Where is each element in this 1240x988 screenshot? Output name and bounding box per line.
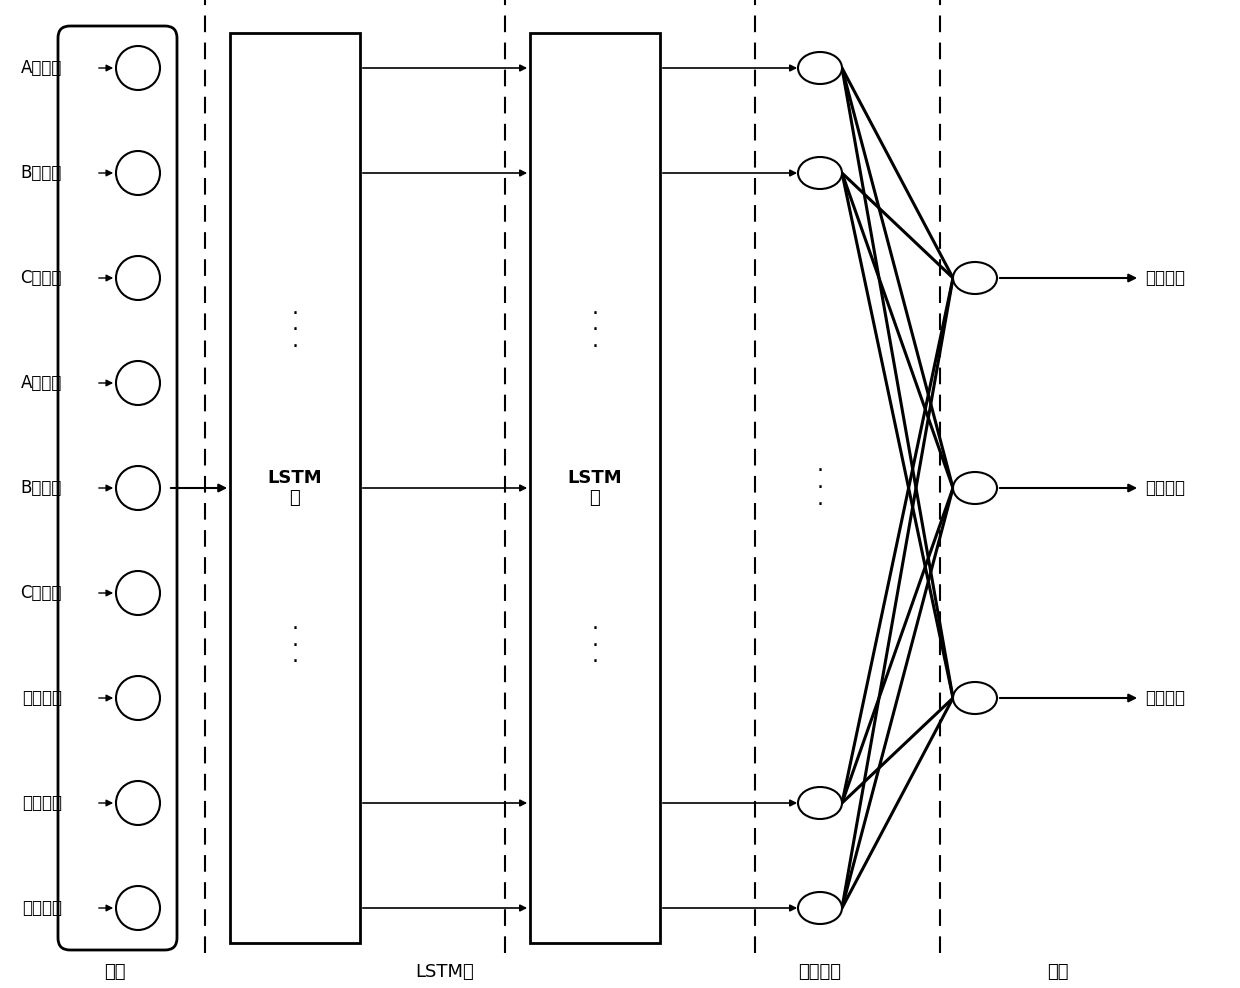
Ellipse shape (954, 262, 997, 294)
Ellipse shape (799, 52, 842, 84)
Text: 转子振动: 转子振动 (1145, 479, 1185, 497)
Text: 励磁电流: 励磁电流 (1145, 269, 1185, 287)
Circle shape (117, 571, 160, 615)
Ellipse shape (954, 472, 997, 504)
Circle shape (117, 46, 160, 90)
Bar (529, 33, 660, 943)
Text: ·
·
·: · · · (591, 618, 599, 672)
Text: 全连接层: 全连接层 (799, 963, 842, 981)
Text: ·
·
·: · · · (291, 303, 299, 358)
FancyBboxPatch shape (58, 26, 177, 950)
Text: 输入: 输入 (104, 963, 125, 981)
Ellipse shape (799, 892, 842, 924)
Circle shape (117, 151, 160, 195)
Text: LSTM
层: LSTM 层 (568, 468, 622, 508)
Text: 定子振动: 定子振动 (1145, 689, 1185, 707)
Ellipse shape (954, 682, 997, 714)
Text: 有功功率: 有功功率 (22, 794, 62, 812)
Circle shape (117, 676, 160, 720)
Text: 输出: 输出 (1047, 963, 1068, 981)
Ellipse shape (799, 157, 842, 189)
Circle shape (117, 886, 160, 930)
Circle shape (117, 256, 160, 300)
Circle shape (117, 781, 160, 825)
Text: LSTM
层: LSTM 层 (268, 468, 322, 508)
Text: C相电压: C相电压 (21, 584, 62, 602)
Bar (229, 33, 360, 943)
Text: A相电压: A相电压 (21, 374, 62, 392)
Text: ·
·
·: · · · (591, 303, 599, 358)
Circle shape (117, 361, 160, 405)
Text: B相电压: B相电压 (21, 479, 62, 497)
Text: 励磁电压: 励磁电压 (22, 689, 62, 707)
Circle shape (117, 466, 160, 510)
Text: A相电流: A相电流 (21, 59, 62, 77)
Ellipse shape (799, 787, 842, 819)
Text: C相电流: C相电流 (21, 269, 62, 287)
Text: 无功功率: 无功功率 (22, 899, 62, 917)
Text: B相电流: B相电流 (21, 164, 62, 182)
Text: ·
·
·: · · · (291, 618, 299, 672)
Text: LSTM层: LSTM层 (415, 963, 475, 981)
Text: ·
·
·: · · · (816, 461, 823, 515)
